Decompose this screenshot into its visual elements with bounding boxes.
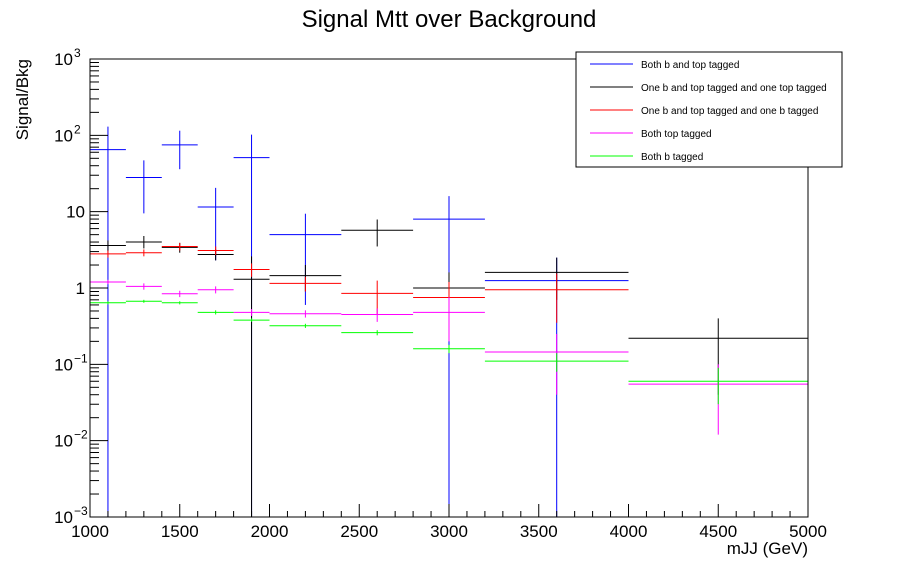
legend-entry: Both b tagged bbox=[641, 152, 703, 163]
x-tick-label: 2500 bbox=[340, 522, 378, 541]
x-tick-label: 4500 bbox=[699, 522, 737, 541]
x-tick-label: 3000 bbox=[430, 522, 468, 541]
y-tick-label: 10 bbox=[54, 355, 73, 374]
series-5 bbox=[90, 299, 808, 405]
x-tick-label: 3500 bbox=[520, 522, 558, 541]
x-tick-label: 2000 bbox=[251, 522, 289, 541]
legend: Both b and top tagged One b and top tagge… bbox=[575, 51, 843, 168]
legend-entry: Both b and top tagged bbox=[641, 60, 739, 71]
legend-entry: One b and top tagged and one top tagged bbox=[641, 83, 827, 94]
x-tick-label: 5000 bbox=[789, 522, 827, 541]
y-tick-exponent: 3 bbox=[74, 46, 81, 60]
y-tick-label: 10 bbox=[66, 203, 85, 222]
plot-marks bbox=[90, 126, 808, 517]
y-tick-label: 10 bbox=[54, 432, 73, 451]
y-axis-label: Signal/Bkg bbox=[13, 59, 32, 140]
y-tick-label: 10 bbox=[54, 126, 73, 145]
y-tick-exponent: −3 bbox=[74, 504, 88, 518]
y-tick-label: 10 bbox=[54, 508, 73, 527]
y-tick-label: 1 bbox=[76, 279, 85, 298]
x-tick-label: 1000 bbox=[71, 522, 109, 541]
legend-entry: Both top tagged bbox=[641, 129, 712, 140]
legend-entry: One b and top tagged and one b tagged bbox=[641, 106, 818, 117]
x-tick-label: 1500 bbox=[161, 522, 199, 541]
x-tick-label: 4000 bbox=[610, 522, 648, 541]
y-tick-label: 10 bbox=[54, 50, 73, 69]
chart-title: Signal Mtt over Background bbox=[302, 6, 597, 33]
y-tick-exponent: −1 bbox=[74, 351, 88, 365]
y-tick-exponent: −2 bbox=[74, 428, 88, 442]
x-axis-label: mJJ (GeV) bbox=[727, 539, 808, 558]
y-tick-exponent: 2 bbox=[74, 122, 81, 136]
